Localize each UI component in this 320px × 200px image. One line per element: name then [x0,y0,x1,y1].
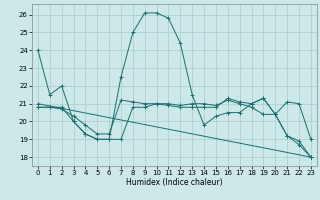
X-axis label: Humidex (Indice chaleur): Humidex (Indice chaleur) [126,178,223,187]
